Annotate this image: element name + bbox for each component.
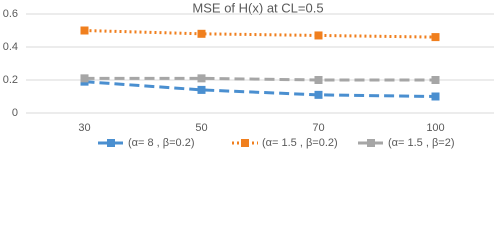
series-line <box>84 80 436 98</box>
legend-label: (α= 8 , β=0.2) <box>128 137 195 149</box>
legend-label: (α= 1.5 , β=0.2) <box>262 137 338 149</box>
marker <box>197 85 206 94</box>
marker <box>197 74 206 83</box>
x-tick-label: 50 <box>195 122 207 134</box>
series-line <box>84 29 436 39</box>
marker <box>431 76 440 84</box>
legend-marker <box>107 139 115 147</box>
marker <box>431 92 440 101</box>
marker <box>80 74 89 83</box>
marker <box>197 29 206 38</box>
y-tick-label: 0.4 <box>3 41 18 53</box>
y-tick-label: 0.2 <box>3 74 18 86</box>
marker <box>314 76 323 84</box>
marker <box>314 31 323 40</box>
x-tick-label: 70 <box>312 122 324 134</box>
y-tick-label: 0 <box>12 107 18 119</box>
chart-title: MSE of H(x) at CL=0.5 <box>192 0 323 15</box>
x-tick-label: 100 <box>426 122 444 134</box>
marker <box>431 33 440 42</box>
chart: MSE of H(x) at CL=0.5 0 0.2 0.4 0.6 30 50 70 10… <box>3 0 494 149</box>
x-tick-label: 30 <box>78 122 90 134</box>
marker <box>80 26 89 35</box>
legend-label: (α= 1.5 , β=2) <box>388 137 455 149</box>
legend-marker <box>241 139 249 147</box>
series-line <box>84 76 436 82</box>
legend-marker <box>367 139 375 147</box>
y-tick-label: 0.6 <box>3 8 18 20</box>
marker <box>314 90 323 99</box>
